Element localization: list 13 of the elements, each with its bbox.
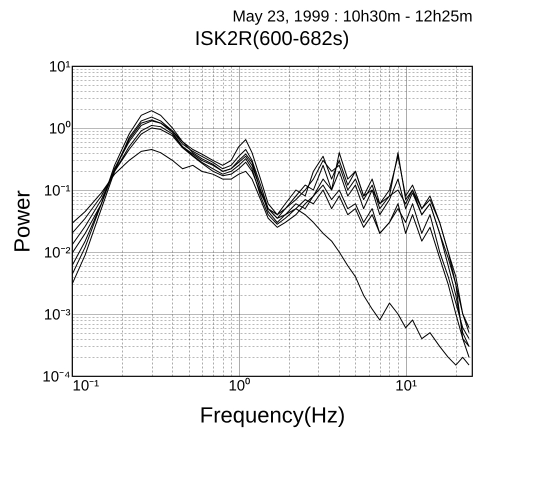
y-tick-label: 10⁻³ bbox=[44, 306, 70, 324]
chart-title: ISK2R(600-682s) bbox=[194, 28, 350, 50]
y-tick-label: 10⁰ bbox=[48, 120, 70, 138]
y-axis-title: Power bbox=[9, 190, 34, 253]
y-tick-label: 10¹ bbox=[48, 58, 70, 76]
x-tick-label: 10⁻¹ bbox=[72, 378, 100, 394]
y-tick-label: 10⁻² bbox=[44, 244, 70, 262]
chart-subtitle: May 23, 1999 : 10h30m - 12h25m bbox=[232, 8, 473, 26]
y-tick-label: 10⁻¹ bbox=[44, 182, 70, 200]
x-tick-label: 10⁰ bbox=[228, 378, 250, 394]
y-tick-label: 10⁻⁴ bbox=[42, 368, 70, 386]
x-tick-label: 10¹ bbox=[395, 378, 417, 394]
x-axis-title: Frequency(Hz) bbox=[200, 402, 346, 428]
